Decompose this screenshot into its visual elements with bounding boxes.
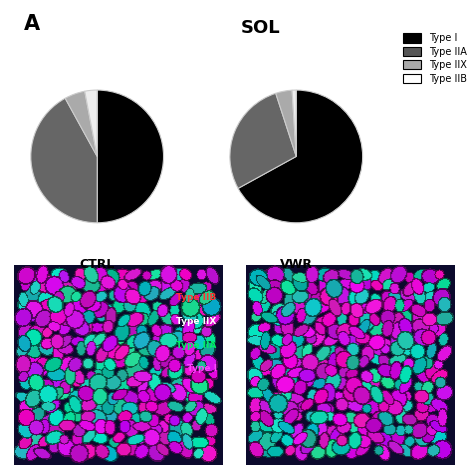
Legend: Type I, Type IIA, Type IIX, Type IIB: Type I, Type IIA, Type IIX, Type IIB: [403, 33, 467, 83]
Wedge shape: [31, 98, 97, 223]
Text: Type IIB: Type IIB: [176, 293, 217, 302]
Wedge shape: [97, 90, 164, 223]
Text: A: A: [24, 14, 40, 34]
Wedge shape: [65, 91, 97, 156]
Text: Type IIA: Type IIA: [176, 341, 217, 349]
Wedge shape: [292, 90, 296, 156]
Text: SOL: SOL: [241, 19, 281, 37]
Text: VWR: VWR: [280, 258, 313, 271]
Text: Type IIX: Type IIX: [176, 317, 217, 326]
Text: CTRL: CTRL: [80, 258, 115, 271]
Wedge shape: [238, 90, 363, 223]
Text: Type I: Type I: [187, 365, 217, 374]
Wedge shape: [230, 93, 296, 188]
Wedge shape: [276, 90, 296, 156]
Wedge shape: [85, 90, 97, 156]
